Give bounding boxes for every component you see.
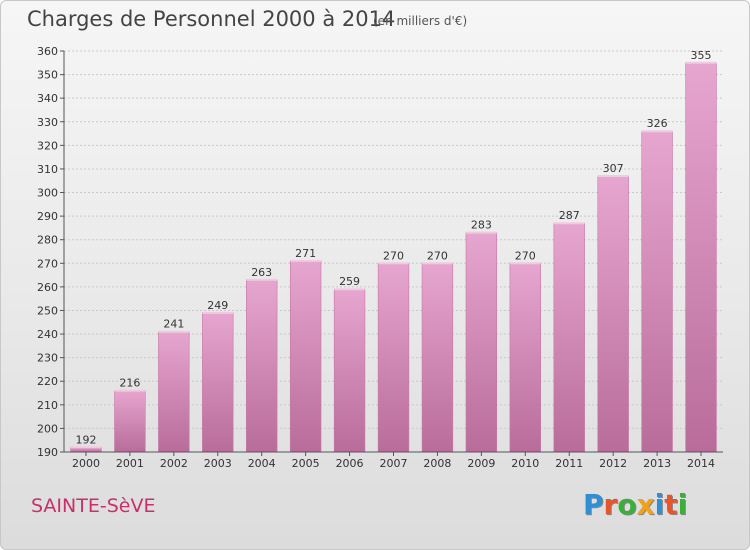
bar xyxy=(597,175,629,453)
bar-value-label: 283 xyxy=(471,219,492,232)
bar-value-label: 192 xyxy=(75,433,96,446)
x-tick-label: 2006 xyxy=(336,457,364,470)
bar xyxy=(509,262,541,453)
y-tick-label: 320 xyxy=(37,139,58,152)
y-tick-label: 360 xyxy=(37,45,58,58)
y-tick-label: 340 xyxy=(37,92,58,105)
bar xyxy=(377,262,410,453)
x-tick-label: 2002 xyxy=(160,457,188,470)
bar xyxy=(421,262,454,453)
bars: 192 216 241 249 263 271 259 270 270 283 270 287 307 3… xyxy=(70,49,717,453)
bar xyxy=(158,331,190,453)
logo-letter: i xyxy=(677,488,688,521)
x-tick-label: 2003 xyxy=(204,457,232,470)
bar xyxy=(289,260,322,453)
x-tick-label: 2009 xyxy=(467,457,495,470)
proxiti-logo: Proxiti xyxy=(583,488,687,521)
y-tick-label: 300 xyxy=(37,187,58,200)
logo-letter: r xyxy=(603,488,618,521)
y-tick-label: 230 xyxy=(37,352,58,365)
bar-value-label: 270 xyxy=(515,249,536,262)
bar xyxy=(246,279,278,453)
x-tick-label: 2010 xyxy=(511,457,539,470)
bar-value-label: 263 xyxy=(251,266,272,279)
bar-value-label: 249 xyxy=(207,299,228,312)
y-tick-label: 250 xyxy=(37,304,58,317)
bar xyxy=(685,62,717,453)
bar xyxy=(465,232,498,453)
bar xyxy=(553,222,585,453)
bar xyxy=(114,390,146,453)
bar xyxy=(202,312,234,453)
logo-letter: x xyxy=(636,488,655,521)
y-tick-label: 200 xyxy=(37,422,58,435)
x-tick-label: 2013 xyxy=(643,457,671,470)
x-tick-label: 2007 xyxy=(380,457,408,470)
bar xyxy=(333,288,366,453)
y-tick-label: 330 xyxy=(37,116,58,129)
axes: 190 200 210 220 230 240 250 260 270 280 290 300 310 3… xyxy=(37,45,723,470)
y-tick-label: 190 xyxy=(37,446,58,459)
y-tick-label: 270 xyxy=(37,257,58,270)
y-tick-label: 290 xyxy=(37,210,58,223)
bar-value-label: 271 xyxy=(295,247,316,260)
bar-value-label: 270 xyxy=(427,249,448,262)
x-tick-label: 2004 xyxy=(248,457,276,470)
x-tick-label: 2000 xyxy=(72,457,100,470)
bar-value-label: 287 xyxy=(559,209,580,222)
y-tick-label: 350 xyxy=(37,69,58,82)
y-tick-label: 260 xyxy=(37,281,58,294)
y-tick-label: 280 xyxy=(37,234,58,247)
chart-subtitle: (en milliers d'€) xyxy=(373,14,468,28)
bar-value-label: 259 xyxy=(339,275,360,288)
y-tick-label: 210 xyxy=(37,399,58,412)
logo-letter: t xyxy=(664,488,678,521)
x-tick-label: 2011 xyxy=(555,457,583,470)
x-tick-label: 2012 xyxy=(599,457,627,470)
x-tick-label: 2001 xyxy=(116,457,144,470)
x-tick-label: 2005 xyxy=(292,457,320,470)
x-tick-label: 2014 xyxy=(687,457,715,470)
y-tick-label: 310 xyxy=(37,163,58,176)
logo-letter: i xyxy=(654,488,665,521)
bar-value-label: 241 xyxy=(163,318,184,331)
x-tick-label: 2008 xyxy=(423,457,451,470)
logo-letter: P xyxy=(583,488,604,521)
bar-value-label: 270 xyxy=(383,249,404,262)
commune-name: SAINTE-SèVE xyxy=(31,495,156,517)
y-tick-label: 240 xyxy=(37,328,58,341)
bar-value-label: 216 xyxy=(119,377,140,390)
y-tick-label: 220 xyxy=(37,375,58,388)
bar-value-label: 326 xyxy=(647,117,668,130)
bar xyxy=(641,130,673,453)
logo-letter: o xyxy=(617,488,637,521)
bar-value-label: 355 xyxy=(691,49,712,62)
bar-value-label: 307 xyxy=(603,162,624,175)
chart-title: Charges de Personnel 2000 à 2014 xyxy=(27,7,396,31)
